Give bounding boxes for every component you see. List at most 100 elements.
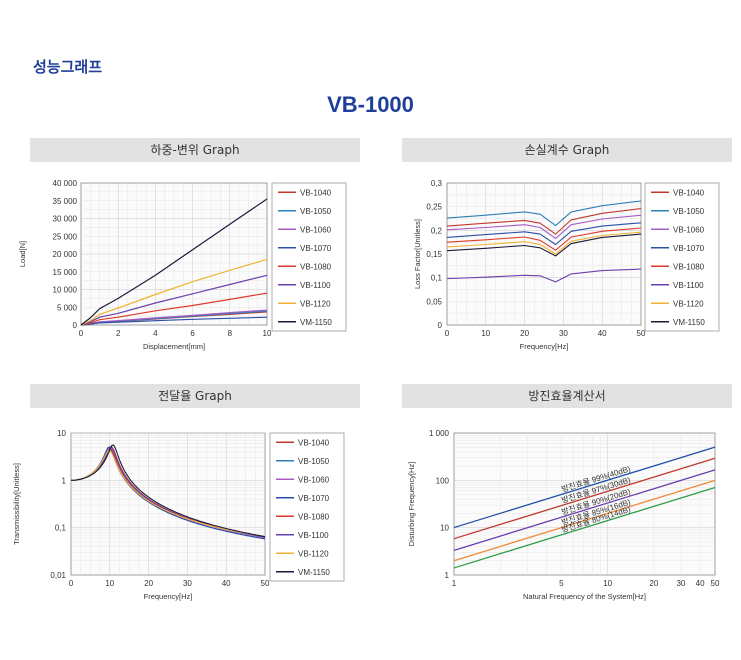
y-tick-label: 10 000 bbox=[53, 286, 78, 295]
x-tick-label: 1 bbox=[452, 579, 457, 588]
x-axis-label: Natural Frequency of the System[Hz] bbox=[523, 592, 646, 601]
legend-entry-vb-1060: VB-1060 bbox=[300, 225, 332, 234]
x-tick-label: 10 bbox=[263, 329, 272, 338]
section-heading: 성능그래프 bbox=[33, 58, 103, 76]
series-vb-1040 bbox=[446, 208, 642, 235]
loss-chart-title: 손실계수 Graph bbox=[402, 138, 732, 162]
y-tick-label: 20 000 bbox=[53, 250, 78, 259]
y-axis-label: Loss Factor[Unitless] bbox=[413, 219, 422, 289]
x-tick-label: 10 bbox=[105, 579, 114, 588]
series-vb-1100 bbox=[446, 268, 642, 283]
x-tick-label: 8 bbox=[228, 329, 233, 338]
y-tick-label: 40 000 bbox=[53, 179, 78, 188]
y-tick-label: 5 000 bbox=[57, 303, 78, 312]
y-axis-label: Disturbing Frequency[Hz] bbox=[407, 462, 416, 547]
plot-area bbox=[453, 432, 716, 576]
legend-entry-vb-1050: VB-1050 bbox=[673, 207, 705, 216]
series-vm-1150 bbox=[71, 444, 266, 538]
x-tick-label: 20 bbox=[520, 329, 529, 338]
x-axis-label: Frequency[Hz] bbox=[520, 342, 569, 351]
y-tick-label: 1 bbox=[445, 571, 450, 580]
x-tick-label: 30 bbox=[676, 579, 685, 588]
legend-box bbox=[269, 432, 345, 582]
isolation-chart-title: 방진효율계산서 bbox=[402, 384, 732, 408]
legend-entry-vb-1040: VB-1040 bbox=[673, 188, 705, 197]
page-title: VB-1000 bbox=[327, 92, 414, 117]
series-vb-1070 bbox=[80, 316, 268, 326]
y-tick-label: 25 000 bbox=[53, 232, 78, 241]
legend-entry-vm-1150: VM-1150 bbox=[298, 568, 330, 577]
x-tick-label: 50 bbox=[637, 329, 646, 338]
legend-entry-vb-1080: VB-1080 bbox=[673, 262, 705, 271]
series-vm-1150 bbox=[446, 233, 642, 257]
x-axis-label: Frequency[Hz] bbox=[144, 592, 193, 601]
x-tick-label: 50 bbox=[711, 579, 720, 588]
x-tick-label: 0 bbox=[445, 329, 450, 338]
legend-entry-vb-1040: VB-1040 bbox=[298, 438, 330, 447]
legend-entry-vb-1080: VB-1080 bbox=[298, 512, 330, 521]
y-tick-label: 10 bbox=[440, 524, 449, 533]
y-tick-label: 0,1 bbox=[55, 524, 67, 533]
legend-entry-vb-1100: VB-1100 bbox=[298, 531, 329, 540]
legend-entry-vb-1070: VB-1070 bbox=[298, 494, 330, 503]
legend-entry-vb-1050: VB-1050 bbox=[298, 457, 330, 466]
y-tick-label: 0,01 bbox=[50, 571, 66, 580]
x-tick-label: 6 bbox=[190, 329, 195, 338]
y-tick-label: 0,3 bbox=[431, 179, 443, 188]
efficiency-line-3 bbox=[453, 469, 716, 551]
x-tick-label: 10 bbox=[603, 579, 612, 588]
x-tick-label: 40 bbox=[696, 579, 705, 588]
series-vb-1070 bbox=[71, 446, 266, 540]
x-tick-label: 20 bbox=[144, 579, 153, 588]
x-tick-label: 40 bbox=[222, 579, 231, 588]
efficiency-line-4 bbox=[453, 479, 716, 562]
load-chart-title: 하중-변위 Graph bbox=[30, 138, 360, 162]
x-tick-label: 30 bbox=[183, 579, 192, 588]
x-tick-label: 0 bbox=[69, 579, 74, 588]
legend-box bbox=[271, 182, 347, 332]
legend-entry-vm-1150: VM-1150 bbox=[673, 318, 705, 327]
efficiency-line-5 bbox=[453, 486, 716, 569]
y-tick-label: 0,2 bbox=[431, 226, 443, 235]
y-tick-label: 100 bbox=[436, 476, 450, 485]
legend-entry-vb-1100: VB-1100 bbox=[300, 281, 331, 290]
legend-entry-vb-1100: VB-1100 bbox=[673, 281, 704, 290]
x-tick-label: 20 bbox=[649, 579, 658, 588]
y-tick-label: 0,15 bbox=[426, 250, 442, 259]
legend-entry-vb-1120: VB-1120 bbox=[298, 549, 329, 558]
series-vb-1100 bbox=[80, 274, 268, 326]
y-tick-label: 0,1 bbox=[431, 274, 443, 283]
series-vb-1080 bbox=[80, 292, 268, 326]
series-vb-1080 bbox=[446, 227, 642, 251]
y-tick-label: 35 000 bbox=[53, 197, 78, 206]
y-tick-label: 15 000 bbox=[53, 268, 78, 277]
legend-entry-vm-1150: VM-1150 bbox=[300, 318, 332, 327]
x-tick-label: 50 bbox=[261, 579, 270, 588]
transmissibility-chart-title: 전달율 Graph bbox=[30, 384, 360, 408]
series-vb-1070 bbox=[446, 222, 642, 246]
legend-entry-vb-1060: VB-1060 bbox=[673, 225, 705, 234]
legend-entry-vb-1120: VB-1120 bbox=[673, 299, 704, 308]
y-axis-label: Transmissibility[Unitless] bbox=[12, 463, 21, 545]
x-axis-label: Displacement[mm] bbox=[143, 342, 205, 351]
legend-entry-vb-1070: VB-1070 bbox=[673, 244, 705, 253]
x-tick-label: 0 bbox=[79, 329, 84, 338]
series-vb-1120 bbox=[71, 449, 266, 538]
series-vb-1120 bbox=[446, 231, 642, 255]
y-axis-label: Load[N] bbox=[18, 241, 27, 267]
x-tick-label: 4 bbox=[153, 329, 158, 338]
series-vm-1150 bbox=[80, 198, 268, 326]
legend-entry-vb-1040: VB-1040 bbox=[300, 188, 332, 197]
y-tick-label: 0 bbox=[438, 321, 443, 330]
series-vb-1120 bbox=[80, 258, 268, 326]
legend-entry-vb-1070: VB-1070 bbox=[300, 244, 332, 253]
y-tick-label: 10 bbox=[57, 429, 66, 438]
x-tick-label: 30 bbox=[559, 329, 568, 338]
legend-entry-vb-1120: VB-1120 bbox=[300, 299, 331, 308]
y-tick-label: 0,05 bbox=[426, 297, 442, 306]
y-tick-label: 30 000 bbox=[53, 215, 78, 224]
y-tick-label: 1 bbox=[62, 476, 67, 485]
legend-entry-vb-1080: VB-1080 bbox=[300, 262, 332, 271]
x-tick-label: 5 bbox=[559, 579, 564, 588]
